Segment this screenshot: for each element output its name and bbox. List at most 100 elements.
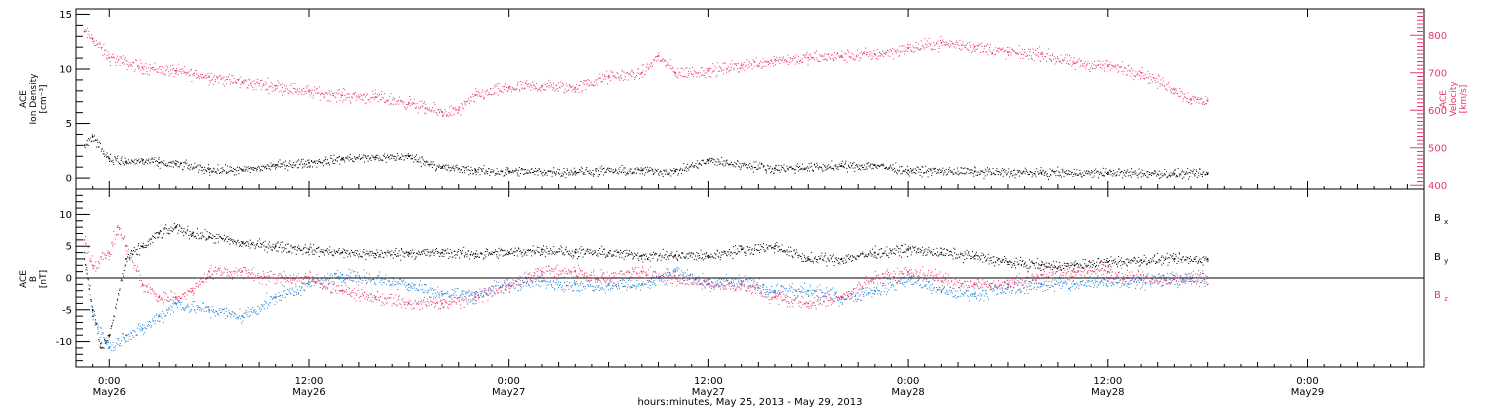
velocity-dot [712, 70, 714, 72]
velocity-dot [514, 88, 516, 90]
density-dot [813, 164, 815, 166]
by-dot [284, 290, 286, 292]
density-dot [462, 166, 464, 168]
density-dot [639, 173, 641, 175]
by-dot [382, 282, 384, 284]
velocity-dot [992, 53, 994, 55]
velocity-dot [1142, 72, 1144, 74]
density-dot [449, 170, 451, 172]
density-dot [896, 172, 898, 174]
velocity-dot [366, 94, 368, 96]
velocity-dot [324, 92, 326, 94]
density-dot [750, 168, 752, 170]
density-dot [238, 173, 240, 175]
velocity-dot [1165, 88, 1167, 90]
velocity-dot [1126, 74, 1128, 76]
velocity-dot [944, 41, 946, 43]
density-dot [882, 163, 884, 165]
density-dot [245, 168, 247, 170]
density-dot [572, 172, 574, 174]
density-dot [293, 162, 295, 164]
by-dot [535, 281, 537, 283]
density-dot [161, 162, 163, 164]
by-dot [129, 335, 131, 337]
by-dot [654, 283, 656, 285]
velocity-dot [980, 51, 982, 53]
density-dot [97, 142, 99, 144]
velocity-dot [703, 70, 705, 72]
density-dot [249, 168, 251, 170]
density-dot [509, 171, 511, 173]
velocity-dot [312, 97, 314, 99]
velocity-dot [747, 67, 749, 69]
by-dot [684, 272, 686, 274]
velocity-dot [791, 58, 793, 60]
velocity-dot [852, 54, 854, 56]
by-dot [554, 287, 556, 289]
density-dot [648, 169, 650, 171]
density-dot [431, 167, 433, 169]
by-dot [718, 285, 720, 287]
density-dot [658, 174, 660, 176]
density-dot [209, 174, 211, 176]
velocity-dot [390, 93, 392, 95]
by-dot [465, 296, 467, 298]
density-dot [214, 171, 216, 173]
density-dot [371, 154, 373, 156]
velocity-dot [84, 29, 86, 31]
by-dot [143, 325, 145, 327]
by-dot [738, 274, 740, 276]
density-dot [381, 159, 383, 161]
velocity-dot [779, 56, 781, 58]
density-dot [231, 170, 233, 172]
density-dot [144, 160, 146, 162]
density-dot [916, 166, 918, 168]
velocity-dot [1174, 91, 1176, 93]
by-dot [196, 309, 198, 311]
by-dot [616, 285, 618, 287]
density-dot [497, 171, 499, 173]
density-point [274, 164, 277, 166]
density-dot [623, 167, 625, 169]
density-dot [511, 171, 513, 173]
velocity-dot [1021, 54, 1023, 56]
density-dot [900, 173, 902, 175]
density-dot [386, 154, 388, 156]
velocity-dot [188, 75, 190, 77]
velocity-dot [1006, 51, 1008, 53]
velocity-dot [95, 40, 97, 42]
density-dot [933, 168, 935, 170]
density-dot [828, 164, 830, 166]
density-dot [624, 171, 626, 173]
by-dot [655, 284, 657, 286]
velocity-dot [1081, 65, 1083, 67]
velocity-dot [248, 78, 250, 80]
velocity-dot [925, 46, 927, 48]
by-dot [732, 287, 734, 289]
by-dot [666, 268, 668, 270]
top-right-tick-label: 600 [1428, 106, 1447, 117]
velocity-dot [568, 84, 570, 86]
velocity-dot [99, 43, 101, 45]
velocity-dot [674, 75, 676, 77]
density-dot [1139, 172, 1141, 174]
by-dot [91, 305, 93, 307]
velocity-point [408, 101, 410, 104]
by-dot [270, 296, 272, 298]
density-dot [1000, 173, 1002, 175]
velocity-dot [960, 44, 962, 46]
by-dot [422, 291, 424, 293]
density-dot [419, 157, 421, 159]
by-dot [741, 277, 743, 279]
density-dot [434, 170, 436, 172]
by-dot [693, 277, 695, 279]
velocity-dot [266, 83, 268, 85]
velocity-dot [625, 73, 627, 75]
density-dot [556, 171, 558, 173]
velocity-dot [1138, 70, 1140, 72]
density-dot [1020, 173, 1022, 175]
by-dot [753, 280, 755, 282]
density-dot [817, 167, 819, 169]
density-dot [1123, 174, 1125, 176]
velocity-dot [890, 50, 892, 52]
